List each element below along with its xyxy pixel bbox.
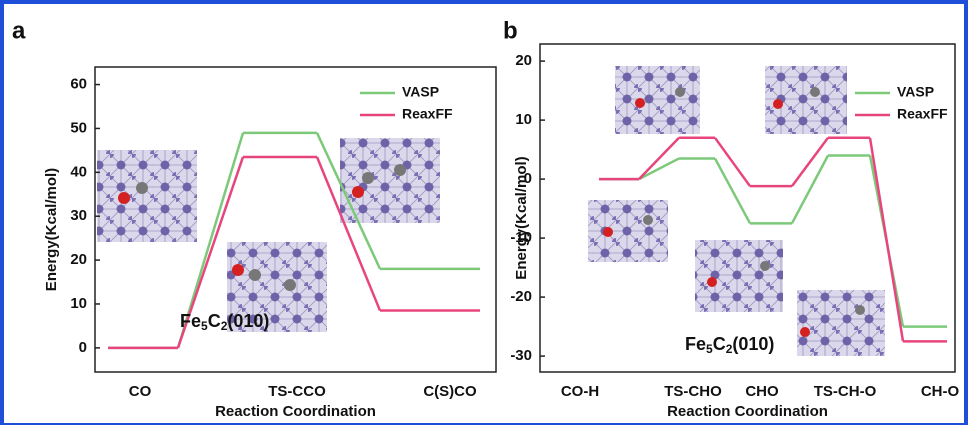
- page: {"chart_data": [ {"type": "energy-profil…: [0, 0, 968, 425]
- legend-label: VASP: [402, 84, 439, 100]
- atom: [800, 327, 810, 337]
- atom: [810, 87, 820, 97]
- inset: [797, 290, 885, 356]
- legend-label: ReaxFF: [897, 106, 948, 122]
- x-axis-title: Reaction Coordination: [667, 403, 828, 420]
- inset: [588, 200, 668, 262]
- y-tick-label: -30: [510, 347, 532, 364]
- y-tick-label: 10: [70, 295, 87, 312]
- inset: [615, 66, 700, 134]
- connector: [792, 138, 828, 186]
- y-tick-label: -20: [510, 288, 532, 305]
- y-tick-label: 10: [515, 111, 532, 128]
- atom: [284, 279, 296, 291]
- y-tick-label: 40: [70, 163, 87, 180]
- x-tick-label: CO: [129, 383, 152, 400]
- connector: [715, 158, 750, 223]
- atom: [675, 87, 685, 97]
- y-tick-label: 60: [70, 76, 87, 93]
- annotation-part: C: [208, 311, 221, 331]
- y-tick-label: 30: [70, 207, 87, 224]
- atom: [773, 99, 783, 109]
- y-axis-title: Energy(Kcal/mol): [43, 168, 60, 291]
- x-tick-label: CHO: [745, 383, 779, 400]
- y-axis-title: Energy(Kcal/mol): [513, 156, 530, 279]
- connector: [792, 155, 828, 223]
- annotation: Fe5C2(010): [685, 334, 774, 356]
- atom: [136, 182, 148, 194]
- connector: [639, 138, 679, 179]
- annotation-part: (010): [732, 334, 774, 354]
- y-tick-label: 0: [79, 339, 87, 356]
- legend-label: VASP: [897, 84, 934, 100]
- atom: [603, 227, 613, 237]
- connector: [715, 138, 750, 186]
- x-axis-title: Reaction Coordination: [215, 403, 376, 420]
- atom: [760, 261, 770, 271]
- inset: [340, 138, 440, 223]
- y-tick-label: 20: [515, 52, 532, 69]
- inset: [695, 240, 783, 312]
- atom: [118, 192, 130, 204]
- atom: [249, 269, 261, 281]
- annotation: Fe5C2(010): [180, 311, 269, 333]
- atom: [707, 277, 717, 287]
- atom: [855, 305, 865, 315]
- x-tick-label: TS-CHO: [664, 383, 722, 400]
- annotation-part: Fe: [685, 334, 706, 354]
- x-tick-label: TS-CH-O: [814, 383, 877, 400]
- panel-label: b: [503, 17, 518, 44]
- atom: [232, 264, 244, 276]
- x-tick-label: C(S)CO: [423, 383, 477, 400]
- inset: [97, 150, 197, 242]
- annotation-part: Fe: [180, 311, 201, 331]
- x-tick-label: TS-CCO: [268, 383, 326, 400]
- legend-label: ReaxFF: [402, 106, 453, 122]
- atom: [643, 215, 653, 225]
- figure: a 0 10 20 30 40 50 60 CO TS-CCO C(S)CO Reaction Coo…: [0, 0, 968, 425]
- y-tick-label: 50: [70, 119, 87, 136]
- atom: [635, 98, 645, 108]
- y-tick-label: 20: [70, 251, 87, 268]
- panel-label: a: [12, 17, 26, 44]
- annotation-part: (010): [227, 311, 269, 331]
- x-tick-label: CH-O: [921, 383, 960, 400]
- atom: [394, 164, 406, 176]
- atom: [362, 172, 374, 184]
- annotation-part: C: [713, 334, 726, 354]
- atom: [352, 186, 364, 198]
- connector: [639, 158, 679, 179]
- x-tick-label: CO-H: [561, 383, 599, 400]
